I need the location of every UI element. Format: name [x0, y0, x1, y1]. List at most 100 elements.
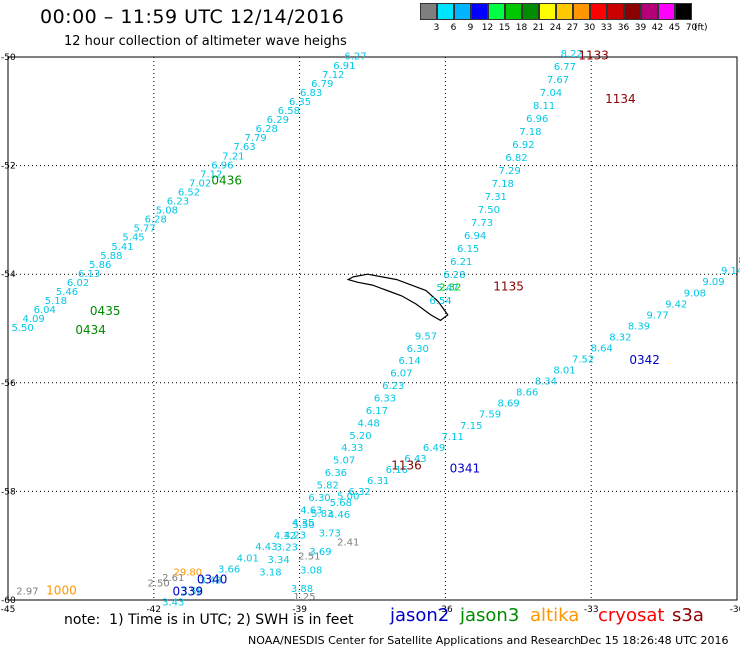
wave-height-label: 8.34: [535, 377, 557, 388]
color-scale-label: 27: [566, 23, 579, 33]
wave-height-label: 4.23: [284, 530, 306, 541]
wave-height-label: 6.31: [367, 476, 389, 487]
wave-height-label: 6.94: [464, 231, 486, 242]
wave-height-label: 9.08: [684, 288, 706, 299]
wave-height-label: 5.50: [11, 323, 33, 334]
wave-height-label: 7.59: [479, 410, 501, 421]
wave-height-label: 8.64: [591, 343, 613, 354]
wave-height-label: 7.29: [498, 166, 520, 177]
pass-number-label: 1135: [493, 279, 524, 293]
wave-height-label: 5.08: [156, 206, 178, 217]
wave-height-label: 3.73: [319, 528, 341, 539]
wave-height-label: 7.11: [442, 432, 464, 443]
lat-tick-label: -52: [1, 162, 16, 172]
wave-height-label: 8.69: [497, 399, 519, 410]
wave-height-label: 5.83: [311, 509, 333, 520]
pass-number-label: 1136: [391, 459, 422, 473]
wave-height-label: 2.51: [298, 551, 320, 562]
wave-height-label: 1.25: [293, 592, 315, 603]
lat-tick-label: -54: [1, 270, 16, 280]
color-scale-label: 30: [583, 23, 596, 33]
wave-height-label: 6.21: [450, 257, 472, 268]
pass-number-label: 1134: [605, 92, 636, 106]
wave-height-label: 4.63: [300, 505, 322, 516]
satellite-legend-s3a: s3a: [672, 605, 704, 626]
color-scale-label: 70: [685, 23, 698, 33]
wave-height-label: 5.82: [317, 481, 339, 492]
color-scale-label: 36: [617, 23, 630, 33]
wave-height-label: 8.11: [533, 101, 555, 112]
page-subtitle: 12 hour collection of altimeter wave hei…: [64, 34, 347, 49]
pass-number-label: 1000: [46, 584, 77, 598]
wave-height-label: 6.28: [145, 215, 167, 226]
wave-height-label: 6.16: [386, 465, 408, 476]
wave-height-label: 5.50: [293, 520, 315, 531]
wave-height-label: 6.04: [34, 305, 56, 316]
wave-height-label: 5.41: [111, 242, 133, 253]
wave-height-label: 7.15: [460, 421, 482, 432]
wave-height-label: 6.54: [429, 296, 451, 307]
color-scale-swatch: [658, 3, 675, 20]
color-scale-swatch: [573, 3, 590, 20]
color-scale-swatch: [590, 3, 607, 20]
wave-height-label: 6.28: [256, 124, 278, 135]
wave-height-label: 6.49: [423, 443, 445, 454]
wave-height-label: 6.96: [211, 160, 233, 171]
wave-height-label: 6.27: [344, 52, 366, 63]
color-scale-swatch: [488, 3, 505, 20]
wave-height-label: 2.50: [148, 578, 170, 589]
wave-height-label: 8.22: [561, 49, 583, 60]
wave-height-label: 7.63: [233, 142, 255, 153]
pass-number-label: 0339: [173, 585, 204, 599]
color-scale-swatch: [641, 3, 658, 20]
color-scale-swatch: [420, 3, 437, 20]
wave-height-label: 8.32: [609, 332, 631, 343]
color-scale-swatch: [675, 3, 692, 20]
map-frame: [7, 56, 738, 601]
wave-height-label: 6.30: [308, 493, 330, 504]
satellite-legend-cryosat: cryosat: [598, 605, 665, 626]
wave-height-label: 6.23: [382, 381, 404, 392]
color-scale-label: 15: [498, 23, 511, 33]
pass-number-label: 0435: [90, 304, 121, 318]
pass-number-label: 0434: [75, 323, 106, 337]
color-scale-label: 21: [532, 23, 545, 33]
wave-height-label: 7.67: [547, 75, 569, 86]
wave-height-label: 6.96: [526, 114, 548, 125]
color-scale-swatch: [454, 3, 471, 20]
wave-height-label: 6.35: [289, 97, 311, 108]
lat-tick-label: -58: [1, 487, 16, 497]
wave-height-label: 6.17: [366, 406, 388, 417]
wave-height-label: 6.43: [404, 454, 426, 465]
pass-number-label: 1133: [578, 49, 609, 63]
wave-height-label: 7.18: [519, 127, 541, 138]
wave-height-label: 5.18: [45, 296, 67, 307]
lon-tick-label: -42: [146, 605, 161, 615]
satellite-legend-altika: altika: [530, 605, 580, 626]
wave-height-label: 4.43: [255, 542, 277, 553]
wave-height-label: 8.66: [516, 388, 538, 399]
wave-height-label: 7.52: [572, 355, 594, 366]
color-scale-label: 42: [651, 23, 664, 33]
wave-height-label: 5.45: [122, 233, 144, 244]
wave-height-label: 6.30: [407, 344, 429, 355]
wave-height-label: 3.23: [276, 543, 298, 554]
wave-height-label: 4.32: [274, 531, 296, 542]
wave-height-label: 2.97: [16, 587, 38, 598]
color-scale-swatch: [607, 3, 624, 20]
south-georgia-island-outline: [346, 273, 449, 322]
wave-height-label: 7.50: [478, 205, 500, 216]
wave-height-label: 3.58: [181, 586, 203, 597]
pass-number-label: 0436: [211, 174, 242, 188]
wave-height-label: 5.20: [349, 431, 371, 442]
color-scale-swatch: [539, 3, 556, 20]
color-scale-swatch: [624, 3, 641, 20]
wave-height-label: 9.09: [702, 277, 724, 288]
wave-height-label: 6.14: [398, 356, 420, 367]
color-scale-swatch: [471, 3, 488, 20]
wave-height-label: 6.33: [374, 394, 396, 405]
wave-height-label: 3.43: [162, 597, 184, 608]
wave-height-label: 8.01: [553, 366, 575, 377]
lon-tick-label: -36: [438, 605, 453, 615]
